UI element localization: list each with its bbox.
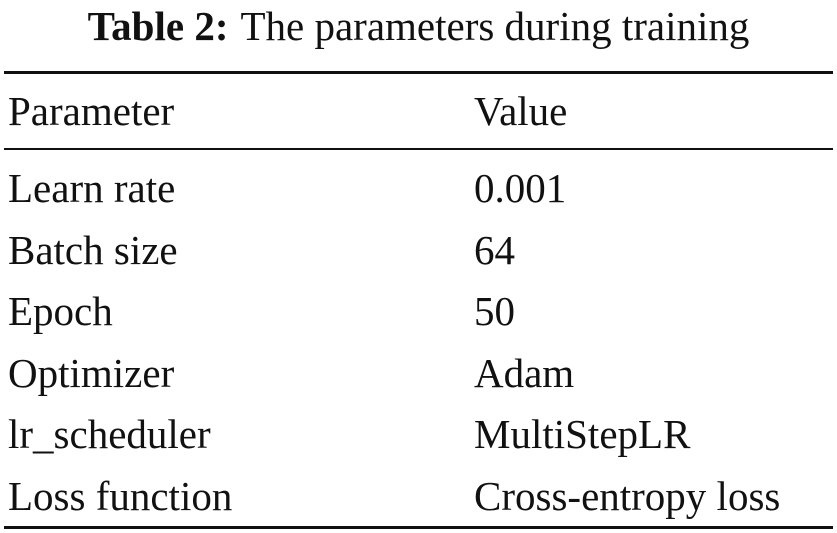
header-cell: Parameter [8,88,175,134]
caption-title: The parameters during training [240,3,750,49]
table-cell: Optimizer [8,349,175,396]
table-cell: MultiStepLR [474,411,691,458]
table-cell: Learn rate [8,165,176,211]
table-cell: lr_scheduler [8,411,211,458]
table-cell: 64 [474,226,515,273]
table-caption: Table 2: The parameters during training [0,2,837,50]
top-rule [4,71,833,74]
header-cell: Value [474,88,568,134]
table-cell: Loss function [8,473,233,519]
table-cell: Adam [474,349,575,396]
header-rule [4,148,833,150]
table-cell: 0.001 [474,165,567,211]
table-cell: Cross-entropy loss [474,473,781,519]
caption-label: Table 2: [87,3,229,49]
bottom-rule [4,526,833,529]
table-cell: 50 [474,288,515,335]
table-cell: Batch size [8,226,178,273]
table-cell: Epoch [8,288,113,335]
